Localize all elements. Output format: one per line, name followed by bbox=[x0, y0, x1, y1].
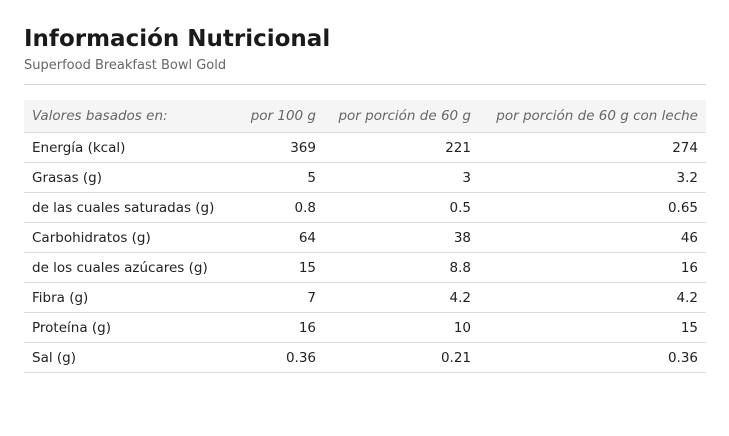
cell-value: 10 bbox=[324, 312, 479, 343]
cell-value: 0.65 bbox=[479, 192, 706, 223]
table-row: de las cuales saturadas (g) 0.8 0.5 0.65 bbox=[24, 192, 706, 223]
cell-value: 369 bbox=[230, 132, 324, 163]
row-label: Proteína (g) bbox=[24, 312, 230, 343]
cell-value: 15 bbox=[479, 312, 706, 343]
cell-value: 0.36 bbox=[230, 342, 324, 373]
cell-value: 221 bbox=[324, 132, 479, 163]
cell-value: 274 bbox=[479, 132, 706, 163]
cell-value: 3 bbox=[324, 162, 479, 193]
divider bbox=[24, 84, 706, 85]
column-header: por 100 g bbox=[230, 100, 324, 133]
table-row: Proteína (g) 16 10 15 bbox=[24, 312, 706, 343]
cell-value: 0.8 bbox=[230, 192, 324, 223]
cell-value: 8.8 bbox=[324, 252, 479, 283]
cell-value: 5 bbox=[230, 162, 324, 193]
table-row: Energía (kcal) 369 221 274 bbox=[24, 132, 706, 163]
table-row: Carbohidratos (g) 64 38 46 bbox=[24, 222, 706, 253]
table-body: Energía (kcal) 369 221 274 Grasas (g) 5 3 3.2 de… bbox=[24, 132, 706, 373]
cell-value: 4.2 bbox=[324, 282, 479, 313]
table-head: Valores basados en: por 100 g por porción … bbox=[24, 100, 706, 133]
table-row: Fibra (g) 7 4.2 4.2 bbox=[24, 282, 706, 313]
row-label: de los cuales azúcares (g) bbox=[24, 252, 230, 283]
table-row: de los cuales azúcares (g) 15 8.8 16 bbox=[24, 252, 706, 283]
cell-value: 0.5 bbox=[324, 192, 479, 223]
row-label: Sal (g) bbox=[24, 342, 230, 373]
cell-value: 46 bbox=[479, 222, 706, 253]
cell-value: 16 bbox=[479, 252, 706, 283]
column-header: Valores basados en: bbox=[24, 100, 230, 133]
row-label: de las cuales saturadas (g) bbox=[24, 192, 230, 223]
row-label: Fibra (g) bbox=[24, 282, 230, 313]
table-row: Grasas (g) 5 3 3.2 bbox=[24, 162, 706, 193]
cell-value: 4.2 bbox=[479, 282, 706, 313]
cell-value: 15 bbox=[230, 252, 324, 283]
column-header: por porción de 60 g con leche bbox=[479, 100, 706, 133]
cell-value: 3.2 bbox=[479, 162, 706, 193]
panel: Información Nutricional Superfood Breakf… bbox=[24, 24, 706, 373]
header-row: Valores basados en: por 100 g por porción … bbox=[24, 100, 706, 133]
subtitle: Superfood Breakfast Bowl Gold bbox=[24, 58, 227, 73]
cell-value: 64 bbox=[230, 222, 324, 253]
row-label: Energía (kcal) bbox=[24, 132, 230, 163]
row-label: Carbohidratos (g) bbox=[24, 222, 230, 253]
table-row: Sal (g) 0.36 0.21 0.36 bbox=[24, 342, 706, 373]
title: Información Nutricional bbox=[24, 26, 331, 52]
cell-value: 0.21 bbox=[324, 342, 479, 373]
nutrition-table: Valores basados en: por 100 g por porción … bbox=[24, 100, 706, 373]
column-header: por porción de 60 g bbox=[324, 100, 479, 133]
cell-value: 7 bbox=[230, 282, 324, 313]
cell-value: 0.36 bbox=[479, 342, 706, 373]
cell-value: 38 bbox=[324, 222, 479, 253]
cell-value: 16 bbox=[230, 312, 324, 343]
row-label: Grasas (g) bbox=[24, 162, 230, 193]
